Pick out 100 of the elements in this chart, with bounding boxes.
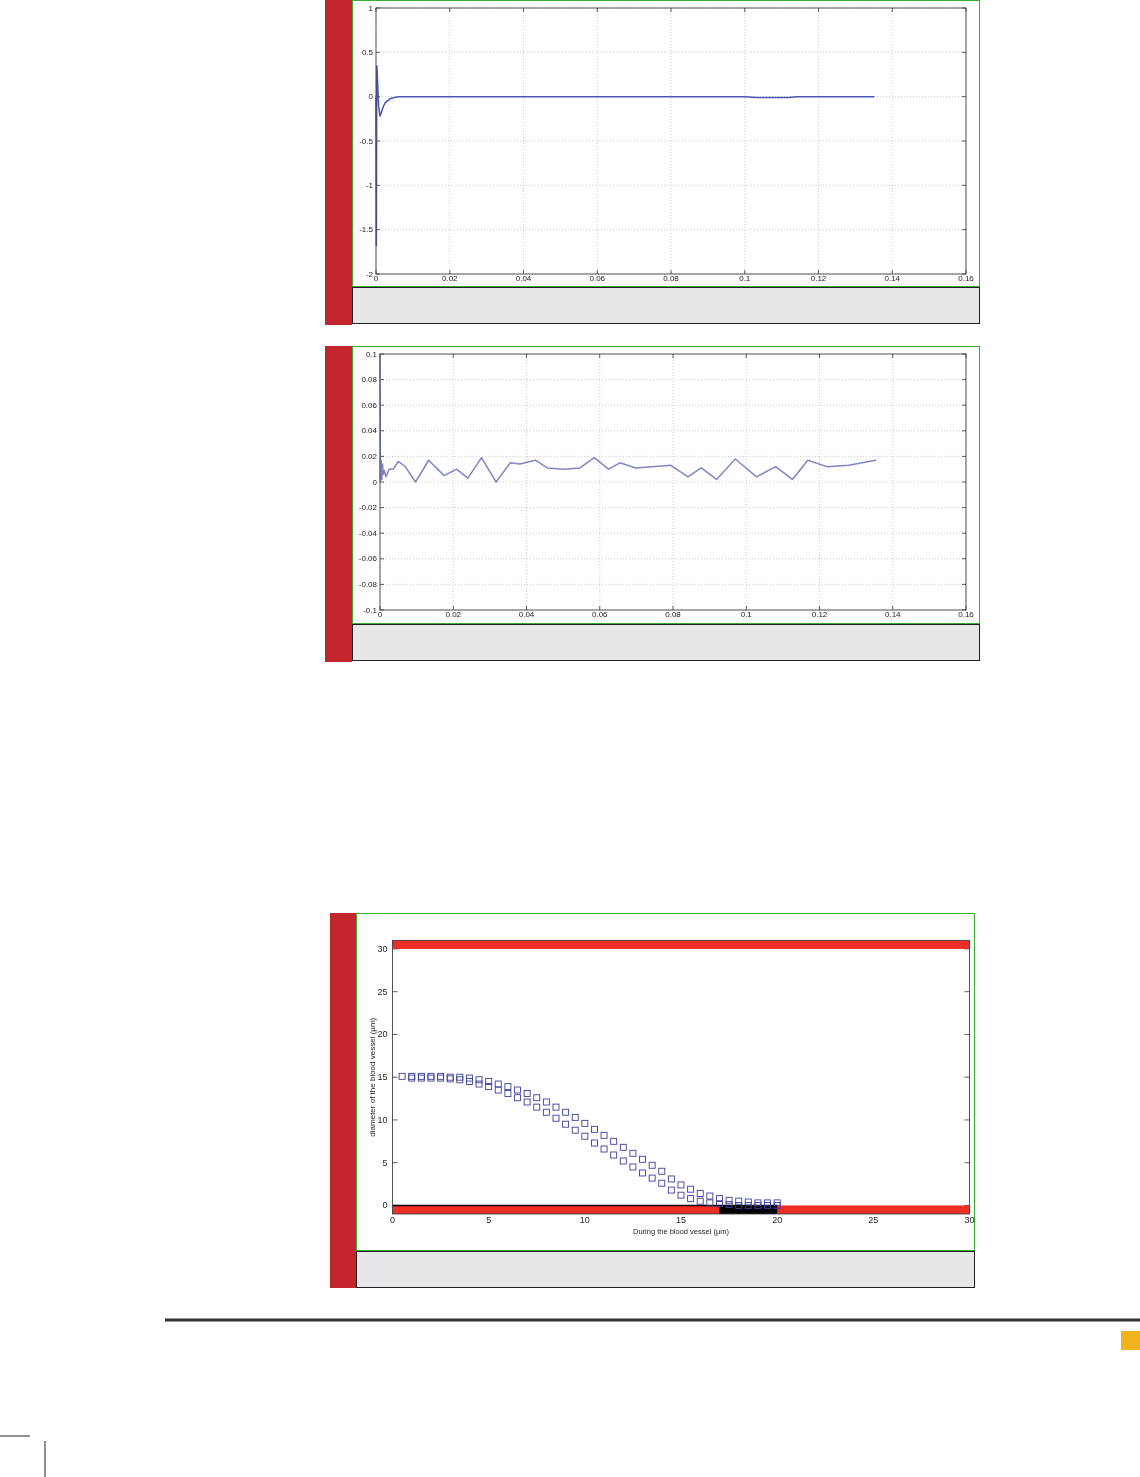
point (706, 1192, 714, 1200)
point (504, 1089, 512, 1097)
point (629, 1163, 637, 1171)
y-tick-label: 25 (377, 986, 388, 997)
point (725, 1196, 733, 1204)
y-tick-label: 0.1 (365, 349, 378, 359)
point (735, 1202, 743, 1209)
y-tick-label: -1 (365, 180, 374, 190)
x-tick-label: 0.06 (589, 274, 606, 284)
y-tick-label: -0.04 (358, 528, 378, 538)
y-axis-title: diameter of the blood vessel (μm) (367, 1017, 377, 1137)
point (552, 1114, 560, 1122)
point (744, 1202, 752, 1209)
x-tick-label: 0.14 (884, 610, 902, 620)
point (600, 1131, 608, 1139)
x-tick-label: 25 (868, 1215, 879, 1226)
x-tick-label: 10 (579, 1215, 590, 1226)
point (504, 1083, 512, 1091)
x-tick-label: 5 (486, 1215, 492, 1226)
x-tick-label: 0.1 (739, 274, 751, 284)
x-tick-label: 0.02 (445, 610, 462, 620)
y-tick-label: 0 (382, 1200, 388, 1211)
x-tick-label: 0.02 (441, 274, 459, 284)
point (475, 1076, 483, 1084)
point (744, 1198, 752, 1206)
x-tick-label: 0.04 (518, 610, 535, 620)
y-tick-label: 5 (382, 1157, 388, 1168)
point (552, 1103, 560, 1111)
y-tick-label: 0 (372, 477, 378, 487)
y-tick-label: 0.06 (361, 400, 378, 410)
x-tick-label: 0.16 (958, 274, 975, 284)
y-tick-label: 0 (368, 92, 374, 102)
point (562, 1108, 570, 1116)
point (629, 1149, 637, 1157)
point (687, 1185, 695, 1193)
point (514, 1086, 521, 1094)
x-tick-label: 0.12 (811, 610, 828, 620)
point (648, 1174, 656, 1182)
point (542, 1108, 550, 1116)
x-tick-label: 20 (772, 1215, 783, 1226)
x-tick-label: 15 (675, 1215, 687, 1226)
point (591, 1139, 598, 1147)
point (667, 1175, 675, 1183)
point (639, 1169, 646, 1177)
point (658, 1179, 666, 1187)
point (610, 1151, 618, 1159)
x-tick-label: 0.08 (663, 274, 680, 284)
y-tick-label: 10 (377, 1114, 388, 1125)
y-tick-label: 0.08 (361, 375, 378, 385)
point (610, 1137, 618, 1145)
point (494, 1080, 502, 1088)
point (562, 1120, 570, 1128)
point (591, 1125, 598, 1133)
point (658, 1167, 666, 1175)
y-tick-label: -0.5 (359, 136, 374, 146)
point (735, 1197, 743, 1205)
point (648, 1161, 656, 1169)
point (716, 1200, 723, 1208)
point (581, 1119, 589, 1127)
point (677, 1191, 685, 1199)
point (639, 1155, 646, 1163)
point (523, 1089, 531, 1097)
point (523, 1098, 531, 1106)
point (475, 1080, 483, 1088)
point (485, 1078, 493, 1085)
x-tick-label: 0.14 (884, 274, 901, 284)
x-tick-label: 0.08 (665, 610, 682, 620)
point (456, 1073, 464, 1081)
y-tick-label: 0.02 (361, 451, 378, 461)
point (773, 1199, 781, 1207)
point (687, 1195, 695, 1203)
y-tick-label: -1.5 (359, 225, 374, 235)
point (494, 1086, 502, 1094)
point (677, 1181, 685, 1189)
point (465, 1074, 473, 1082)
point (716, 1195, 723, 1203)
point (533, 1103, 541, 1111)
y-tick-label: 15 (377, 1072, 388, 1083)
y-tick-label: -0.1 (363, 605, 378, 615)
x-tick-label: 30 (964, 1215, 975, 1226)
x-tick-label: 0.16 (958, 610, 975, 620)
y-tick-label: 0.04 (361, 426, 378, 436)
point (533, 1094, 541, 1102)
point (456, 1076, 464, 1084)
y-tick-label: 30 (377, 943, 388, 954)
x-tick-label: 0.12 (810, 274, 827, 284)
point (706, 1199, 714, 1207)
point (696, 1197, 704, 1205)
point (600, 1145, 608, 1153)
point (764, 1199, 771, 1207)
y-tick-label: 0.5 (361, 47, 374, 57)
point (514, 1094, 521, 1102)
x-tick-label: 0.1 (740, 610, 753, 620)
point (725, 1201, 733, 1209)
y-tick-label: 1 (368, 3, 374, 13)
x-tick-label: 0 (389, 1215, 396, 1226)
y-tick-label: -0.08 (358, 579, 378, 589)
point (754, 1202, 762, 1209)
point (619, 1143, 627, 1151)
y-tick-label: -0.02 (358, 503, 378, 513)
